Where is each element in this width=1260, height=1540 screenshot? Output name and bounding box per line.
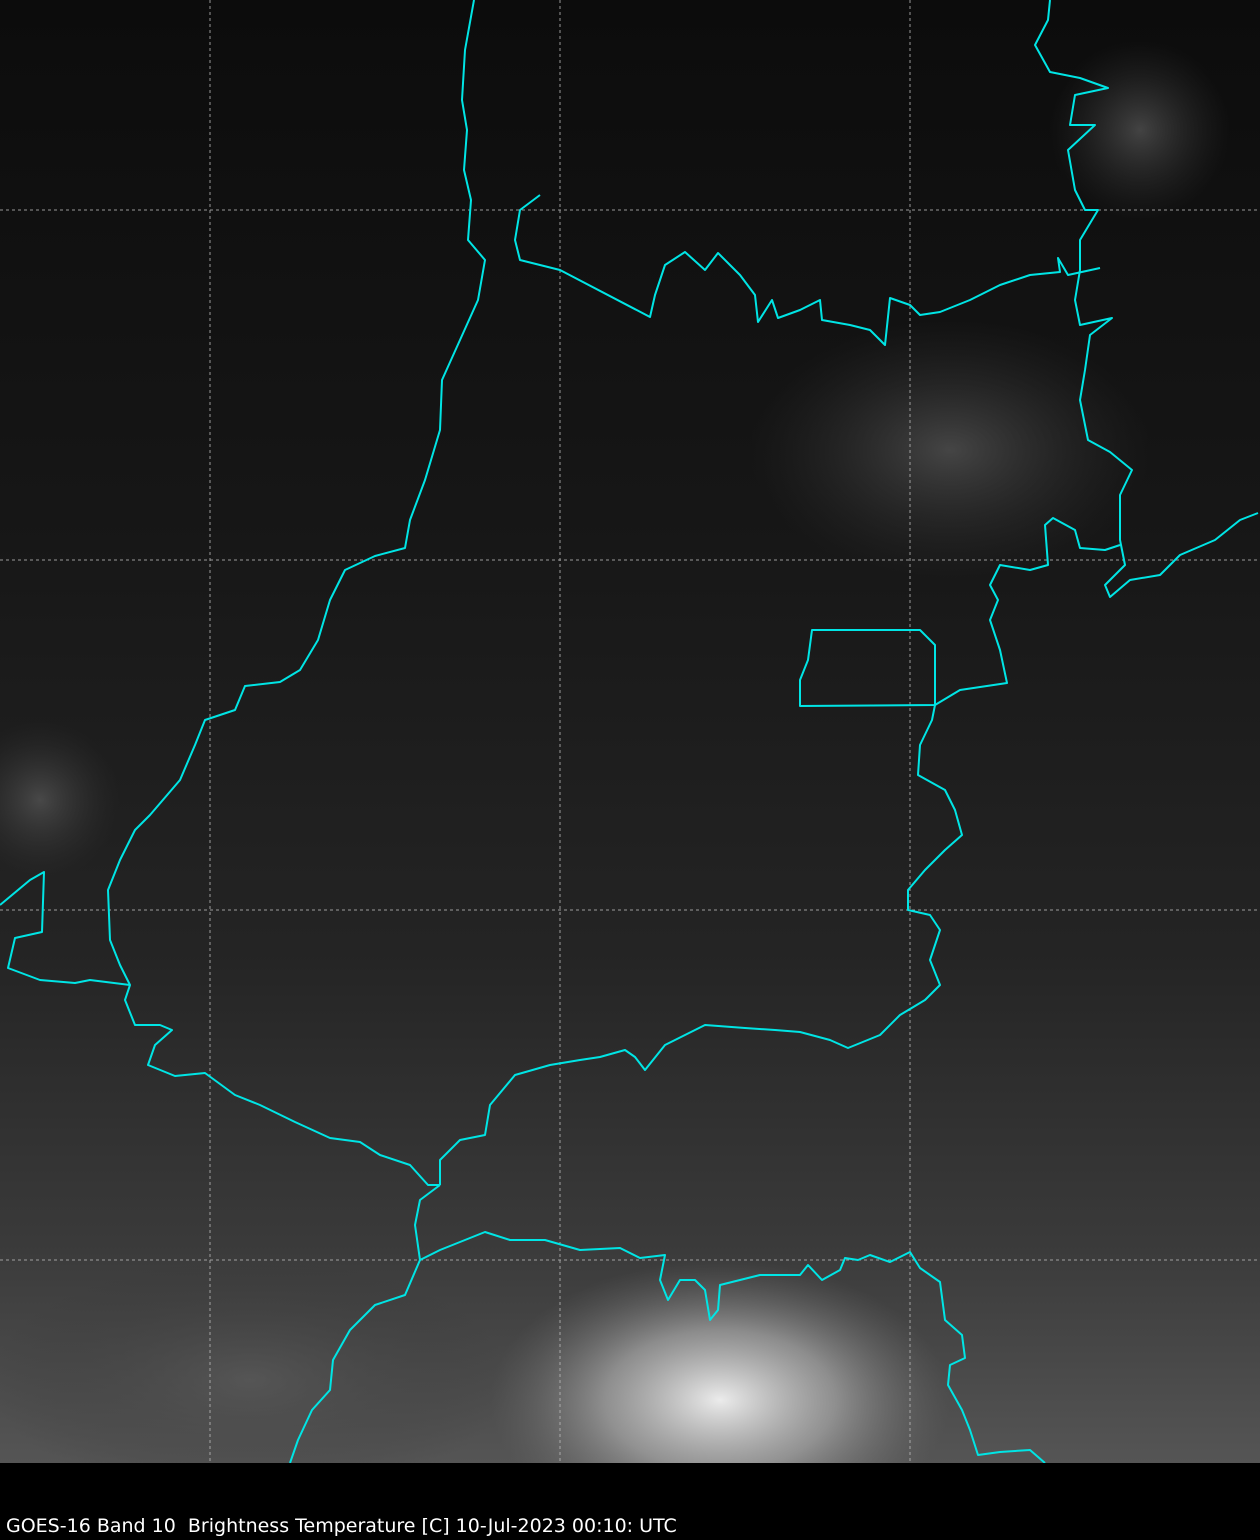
cloud-patch (750, 320, 1150, 580)
southwest-border (289, 1184, 441, 1463)
gridlines (0, 0, 1260, 1463)
brightness-temperature-image (0, 0, 1260, 1463)
state-borders (0, 0, 1259, 1463)
satellite-map (0, 0, 1260, 1463)
federal-district-border (799, 629, 936, 707)
south-border (419, 1231, 1046, 1463)
figure-caption: GOES-16 Band 10 Brightness Temperature [… (6, 1515, 677, 1537)
cloud-mass (490, 1260, 950, 1463)
cloud-patch (0, 720, 120, 880)
cloud-patch (0, 1260, 510, 1463)
cloud-patch (1050, 40, 1230, 220)
west-border (107, 0, 486, 1186)
western-branch-border (0, 871, 131, 986)
goias-south-east-border (439, 517, 1121, 1185)
east-border (1034, 0, 1259, 598)
north-border (514, 194, 1101, 346)
